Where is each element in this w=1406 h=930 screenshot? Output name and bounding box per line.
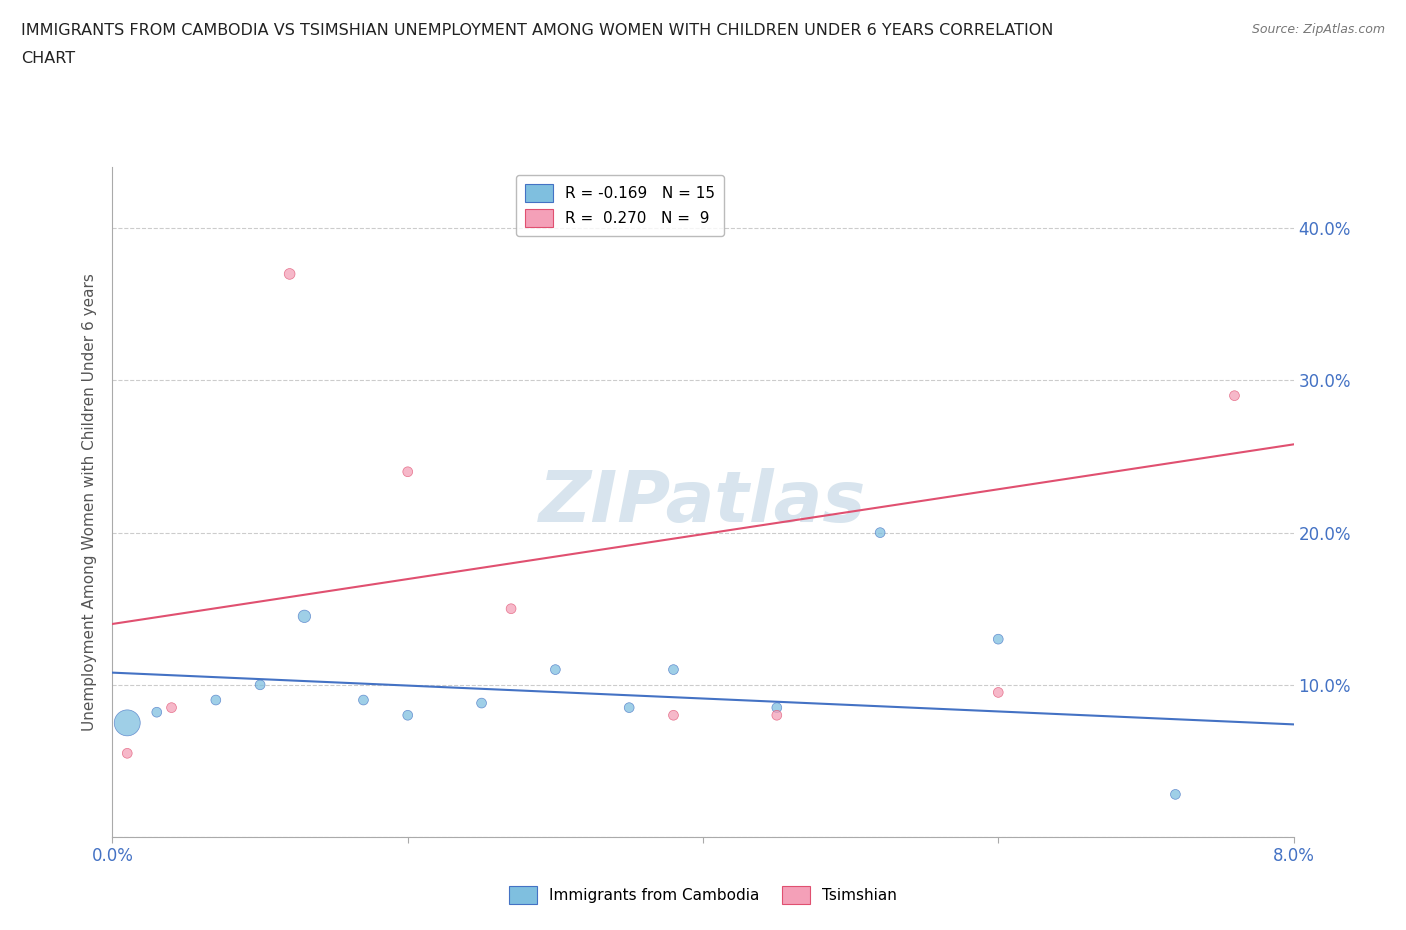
Text: ZIPatlas: ZIPatlas	[540, 468, 866, 537]
Point	[117, 715, 138, 730]
Point	[1223, 388, 1246, 403]
Point	[278, 267, 301, 282]
Point	[765, 700, 787, 715]
Point	[544, 662, 567, 677]
Legend: Immigrants from Cambodia, Tsimshian: Immigrants from Cambodia, Tsimshian	[503, 880, 903, 910]
Point	[501, 602, 523, 617]
Point	[471, 696, 494, 711]
Point	[765, 708, 787, 723]
Point	[1164, 787, 1187, 802]
Point	[987, 631, 1010, 646]
Text: Source: ZipAtlas.com: Source: ZipAtlas.com	[1251, 23, 1385, 36]
Point	[396, 708, 419, 723]
Point	[662, 708, 685, 723]
Point	[352, 693, 374, 708]
Point	[987, 685, 1010, 700]
Point	[292, 609, 315, 624]
Point	[146, 705, 169, 720]
Point	[662, 662, 685, 677]
Point	[869, 525, 891, 540]
Point	[160, 700, 183, 715]
Point	[619, 700, 641, 715]
Point	[205, 693, 228, 708]
Point	[117, 746, 138, 761]
Text: CHART: CHART	[21, 51, 75, 66]
Point	[396, 464, 419, 479]
Point	[249, 677, 271, 692]
Y-axis label: Unemployment Among Women with Children Under 6 years: Unemployment Among Women with Children U…	[82, 273, 97, 731]
Text: IMMIGRANTS FROM CAMBODIA VS TSIMSHIAN UNEMPLOYMENT AMONG WOMEN WITH CHILDREN UND: IMMIGRANTS FROM CAMBODIA VS TSIMSHIAN UN…	[21, 23, 1053, 38]
